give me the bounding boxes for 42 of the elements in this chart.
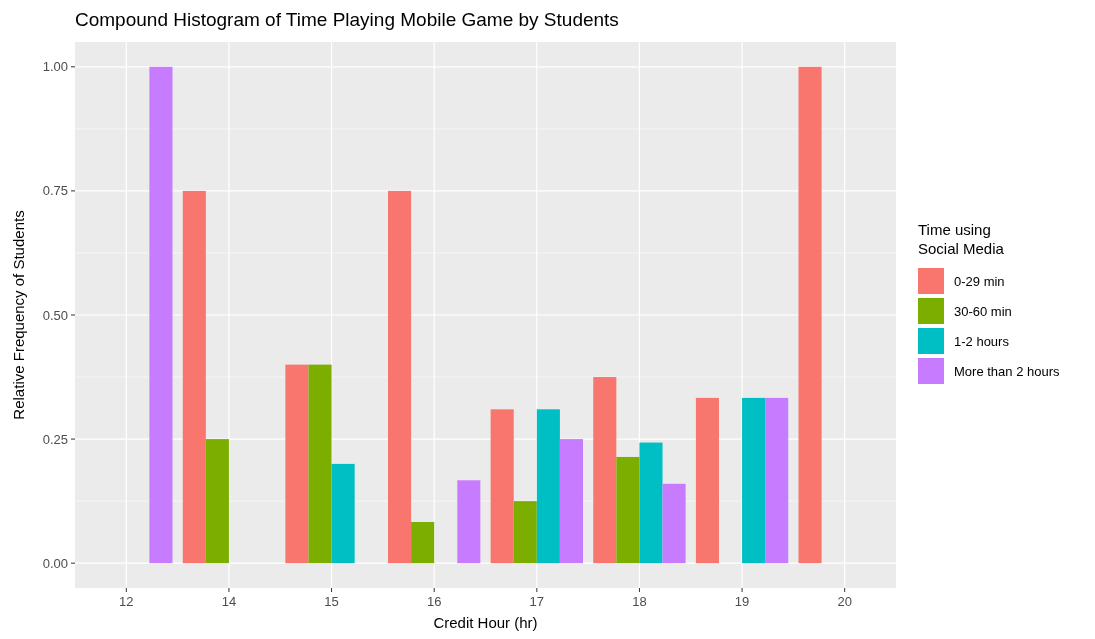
bar	[536, 409, 560, 564]
y-tick-label: 0.75	[42, 183, 68, 199]
bar	[182, 190, 206, 564]
bar	[798, 66, 822, 564]
bar	[308, 364, 332, 564]
bar	[639, 442, 663, 564]
x-tick-label: 20	[837, 594, 852, 609]
bar	[616, 456, 640, 564]
y-tick-label: 1.00	[42, 59, 68, 75]
x-tick-label: 16	[426, 594, 442, 609]
bar	[285, 364, 309, 564]
bar	[695, 397, 719, 564]
bar	[742, 397, 766, 564]
bar	[765, 397, 789, 564]
bar	[411, 521, 435, 564]
x-axis-title: Credit Hour (hr)	[433, 614, 538, 631]
legend-label: 30-60 min	[954, 303, 1012, 319]
x-tick-label: 18	[632, 594, 647, 609]
y-tick-label: 0.00	[42, 555, 68, 571]
bar	[205, 439, 229, 564]
y-axis-title: Relative Frequency of Students	[10, 210, 27, 420]
x-tick-label: 14	[221, 594, 237, 609]
x-tick-label: 15	[324, 594, 339, 609]
legend-label: 0-29 min	[954, 273, 1005, 289]
bar	[490, 409, 514, 564]
bar	[388, 190, 412, 564]
bar	[559, 439, 583, 564]
legend-label: More than 2 hours	[954, 363, 1060, 379]
bar	[662, 483, 686, 564]
x-tick-label: 12	[119, 594, 134, 609]
y-tick-label: 0.25	[42, 431, 68, 447]
bar	[513, 501, 537, 564]
y-tick-label: 0.50	[42, 307, 68, 323]
legend-label: 1-2 hours	[954, 333, 1010, 349]
bar	[331, 463, 355, 564]
bar	[457, 480, 481, 564]
bar	[593, 377, 617, 564]
chart-title: Compound Histogram of Time Playing Mobile Game by Students	[75, 9, 619, 30]
x-tick-label: 19	[734, 594, 750, 609]
bar	[149, 66, 173, 564]
x-tick-label: 17	[529, 594, 545, 609]
legend-title: Time using Social Media	[918, 221, 1005, 257]
